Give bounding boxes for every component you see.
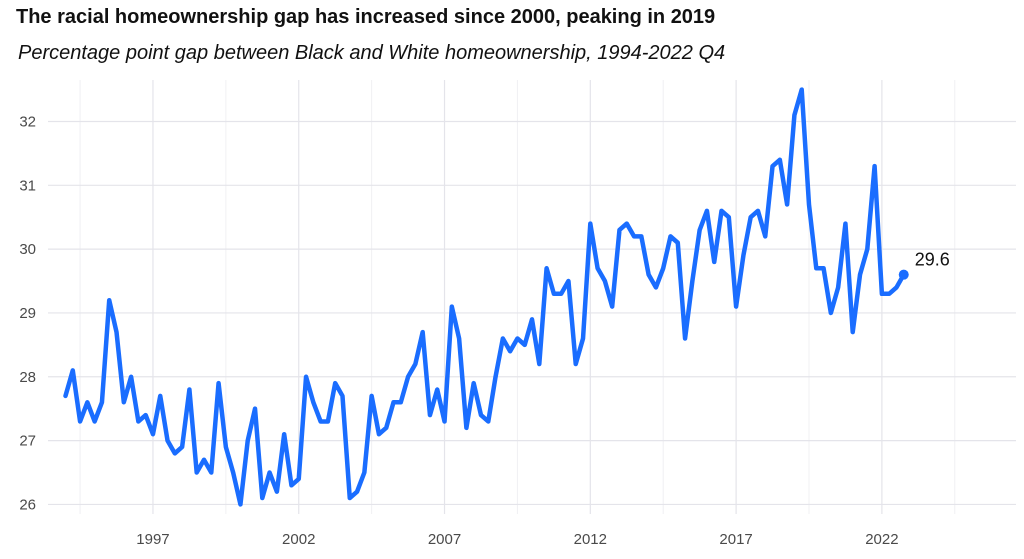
end-value-label: 29.6: [915, 250, 950, 270]
x-tick-label: 1997: [136, 531, 169, 548]
y-tick-label: 29: [19, 305, 36, 322]
x-tick-label: 2012: [574, 531, 607, 548]
chart-subtitle: Percentage point gap between Black and W…: [18, 42, 726, 64]
x-tick-label: 2022: [865, 531, 898, 548]
y-tick-label: 26: [19, 496, 36, 513]
y-tick-label: 32: [19, 113, 36, 130]
x-tick-label: 2007: [428, 531, 461, 548]
series-layer: 29.6: [63, 87, 950, 507]
chart-title: The racial homeownership gap has increas…: [16, 6, 716, 28]
series-line: [63, 87, 906, 507]
end-point: [898, 269, 909, 280]
y-tick-label: 27: [19, 433, 36, 450]
y-tick-label: 31: [19, 177, 36, 194]
y-tick-label: 28: [19, 369, 36, 386]
x-tick-label: 2002: [282, 531, 315, 548]
x-tick-label: 2017: [719, 531, 752, 548]
axis-tick-labels: 26 27 28 29 30 31 32 1997 2002 2007 2012 2017 2022: [19, 113, 898, 548]
y-tick-label: 30: [19, 241, 36, 258]
